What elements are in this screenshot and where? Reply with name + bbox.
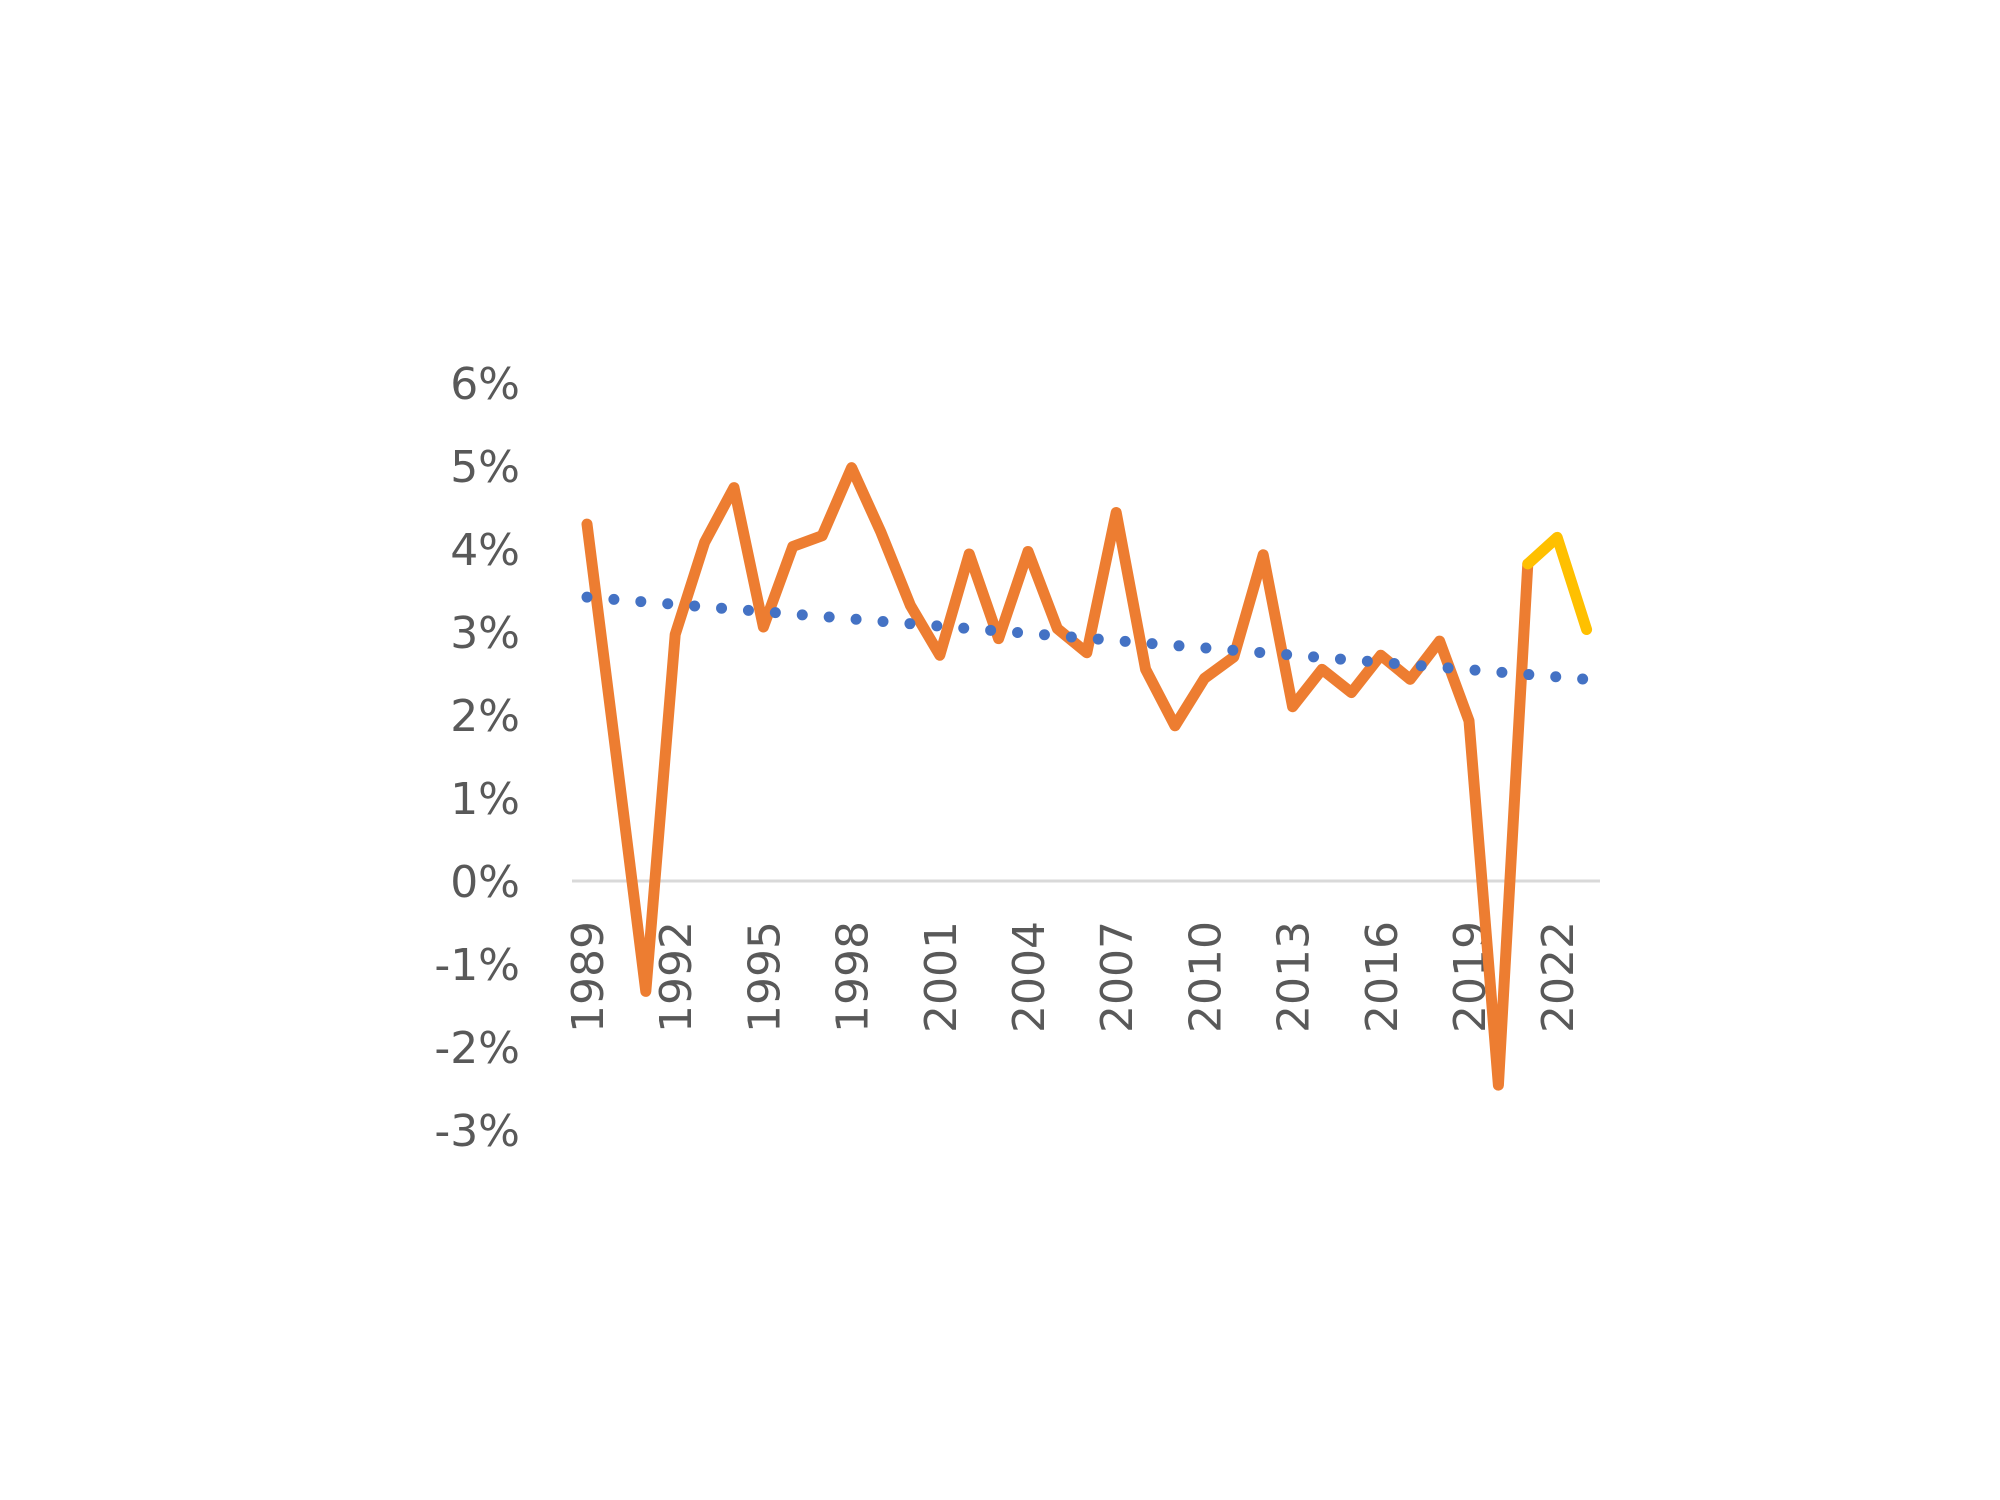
y-tick-label: 2% — [450, 691, 520, 742]
x-tick-label: 2010 — [1180, 921, 1231, 1033]
x-tick-label: 1995 — [739, 921, 790, 1033]
x-tick-label: 2001 — [916, 921, 967, 1033]
x-tick-label: 2007 — [1092, 921, 1143, 1033]
y-tick-label: 5% — [450, 442, 520, 493]
y-axis-ticks: -3% -2% -1% 0% 1% 2% 3% 4% 5% 6% — [434, 359, 520, 1157]
series-group — [581, 462, 1593, 1091]
x-tick-label: 1992 — [651, 921, 702, 1033]
x-tick-label: 2004 — [1004, 921, 1055, 1033]
x-tick-label: 2022 — [1533, 921, 1584, 1033]
y-tick-label: -2% — [434, 1023, 520, 1074]
forecast-line — [1522, 531, 1593, 636]
trend-line — [581, 591, 1593, 685]
y-tick-label: 3% — [450, 608, 520, 659]
y-tick-label: -3% — [434, 1106, 520, 1157]
x-tick-label: 2013 — [1269, 921, 1320, 1033]
y-tick-label: 6% — [450, 359, 520, 410]
x-axis-ticks: 1989 1992 1995 1998 2001 2004 2007 2010 2013 2016… — [563, 921, 1584, 1033]
x-tick-label: 1998 — [828, 921, 879, 1033]
y-tick-label: 1% — [450, 774, 520, 825]
y-tick-label: -1% — [434, 940, 520, 991]
y-tick-label: 0% — [450, 857, 520, 908]
y-tick-label: 4% — [450, 525, 520, 576]
x-tick-label: 2016 — [1357, 921, 1408, 1033]
x-tick-label: 1989 — [563, 921, 614, 1033]
